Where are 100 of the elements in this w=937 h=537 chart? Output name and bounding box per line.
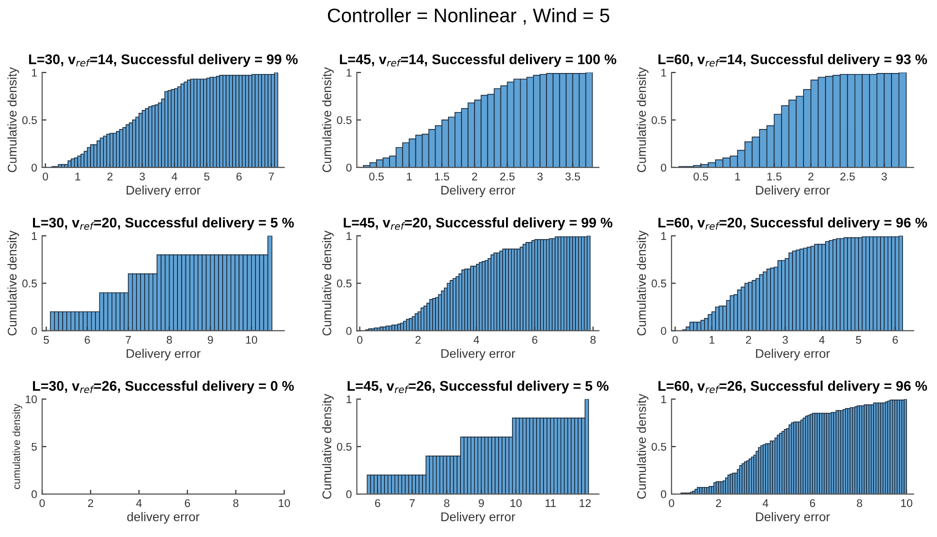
x-tick-label: 3: [782, 336, 788, 344]
x-tick-label: 2: [472, 172, 478, 180]
x-axis-title: Delivery error: [441, 512, 516, 524]
y-tick-label: 0.5: [336, 116, 352, 124]
y-tick-label: 0: [660, 490, 666, 498]
x-axis-title: Delivery error: [126, 185, 200, 198]
y-tick-label: 1: [661, 232, 666, 240]
x-tick-label: 10: [246, 336, 258, 344]
x-tick-label: 10: [278, 499, 290, 508]
x-tick-label: 6: [375, 499, 380, 508]
y-axis-title: Cumulative density: [7, 67, 20, 172]
x-tick-label: 2.5: [840, 172, 855, 180]
x-tick-label: 2: [808, 172, 814, 180]
y-tick-label: 0: [660, 327, 666, 335]
x-tick-label: 3: [140, 172, 145, 180]
y-tick-label: 0.5: [652, 442, 666, 451]
y-tick-label: 1: [661, 68, 666, 77]
y-tick-label: 0.5: [336, 280, 352, 288]
y-tick-label: 0.5: [652, 116, 666, 124]
chart-title: L=30, v$_{ref}$=14, Successful delivery = 99 %: [29, 54, 298, 67]
x-tick-label: 3: [537, 172, 543, 180]
x-tick-label: 0.5: [694, 172, 708, 180]
x-tick-label: 2: [716, 499, 722, 507]
x-tick-label: 6: [892, 336, 898, 344]
y-tick-label: 0: [32, 164, 37, 172]
x-tick-label: 1: [710, 336, 714, 344]
chart-title: L=45, v$_{ref}$=20, Successful delivery = 99 %: [344, 217, 612, 230]
x-tick-label: 7: [268, 172, 274, 180]
x-tick-label: 3.5: [565, 172, 580, 180]
x-tick-label: 0: [42, 172, 48, 180]
y-tick-label: 0: [346, 490, 352, 498]
x-tick-label: 8: [233, 499, 238, 508]
x-tick-label: 0: [668, 499, 674, 508]
y-tick-label: 0.5: [22, 280, 37, 288]
x-tick-label: 8: [590, 336, 596, 344]
x-axis-title: Delivery error: [441, 185, 516, 198]
x-tick-label: 1: [75, 172, 80, 180]
x-tick-label: 1.5: [767, 172, 782, 180]
y-tick-label: 0: [660, 164, 666, 172]
x-tick-label: 8: [166, 336, 172, 344]
x-tick-label: 8: [444, 499, 450, 508]
x-axis-title: Delivery error: [756, 512, 830, 524]
x-tick-label: 4: [172, 172, 178, 180]
chart-title: L=30, v$_{ref}$=26, Successful delivery = 0 %: [33, 380, 294, 394]
y-axis-title: Cumulative density: [636, 230, 648, 336]
y-axis-title: Cumulative density: [636, 67, 648, 172]
x-tick-label: 6: [84, 336, 90, 344]
x-tick-label: 6: [810, 499, 816, 508]
x-axis-title: delivery error: [127, 512, 200, 524]
y-axis-title: Cumulative density: [322, 67, 334, 172]
x-tick-label: 6: [184, 499, 190, 508]
x-tick-label: 1: [735, 172, 740, 180]
y-tick-label: 1: [32, 68, 37, 77]
y-tick-label: 0.5: [336, 442, 352, 451]
y-axis-title: Cumulative density: [322, 394, 334, 499]
chart-title: L=45, v$_{ref}$=26, Successful delivery = 5 %: [348, 380, 609, 394]
x-tick-label: 7: [126, 336, 131, 344]
chart-title: L=45, v$_{ref}$=14, Successful delivery = 100 %: [340, 54, 616, 67]
x-axis-title: Delivery error: [756, 348, 830, 360]
y-tick-label: 1: [346, 68, 352, 77]
y-tick-label: 5: [32, 442, 37, 451]
y-tick-label: 1: [346, 395, 352, 404]
y-tick-label: 10: [26, 395, 37, 404]
x-tick-label: 4: [762, 499, 768, 507]
x-tick-label: 2: [746, 336, 752, 344]
x-tick-label: 9: [208, 336, 213, 344]
chart-title: L=60, v$_{ref}$=26, Successful delivery = 96 %: [658, 380, 928, 394]
x-tick-label: 0: [40, 499, 45, 508]
y-axis-title: cumulative density: [12, 404, 22, 489]
y-tick-label: 0: [32, 327, 37, 335]
y-axis-title: Cumulative density: [636, 394, 648, 499]
x-tick-label: 1.5: [435, 172, 450, 180]
x-axis-title: Delivery error: [126, 348, 200, 360]
x-tick-label: 5: [204, 172, 210, 180]
x-tick-label: 6: [532, 336, 538, 344]
x-tick-label: 0.5: [369, 172, 384, 180]
x-tick-label: 4: [819, 336, 825, 344]
x-tick-label: 9: [478, 499, 484, 508]
text: Controller = Nonlinear , Wind = 5: [328, 8, 610, 25]
x-tick-label: 7: [410, 499, 415, 507]
x-tick-label: 5: [856, 336, 862, 344]
y-tick-label: 0: [32, 490, 37, 498]
x-tick-label: 12: [580, 499, 591, 507]
x-tick-label: 4: [474, 336, 480, 344]
y-tick-label: 1: [661, 395, 666, 404]
y-tick-label: 0.5: [652, 280, 666, 288]
y-tick-label: 0.5: [22, 116, 37, 124]
x-tick-label: 2: [107, 172, 112, 180]
y-axis-title: Cumulative density: [7, 230, 20, 336]
chart-title: L=60, v$_{ref}$=14, Successful delivery = 93 %: [658, 54, 928, 67]
x-axis-title: Delivery error: [441, 348, 516, 360]
x-tick-label: 2: [88, 499, 94, 507]
chart-title: L=60, v$_{ref}$=20, Successful delivery = 96 %: [658, 217, 928, 230]
x-tick-label: 2: [416, 336, 421, 344]
x-tick-label: 4: [136, 499, 142, 507]
chart-title: L=30, v$_{ref}$=20, Successful delivery = 5 %: [33, 217, 294, 230]
x-tick-label: 2.5: [500, 172, 515, 180]
x-axis-title: Delivery error: [756, 185, 830, 198]
x-tick-label: 3: [882, 172, 887, 180]
x-tick-label: 10: [901, 499, 912, 508]
